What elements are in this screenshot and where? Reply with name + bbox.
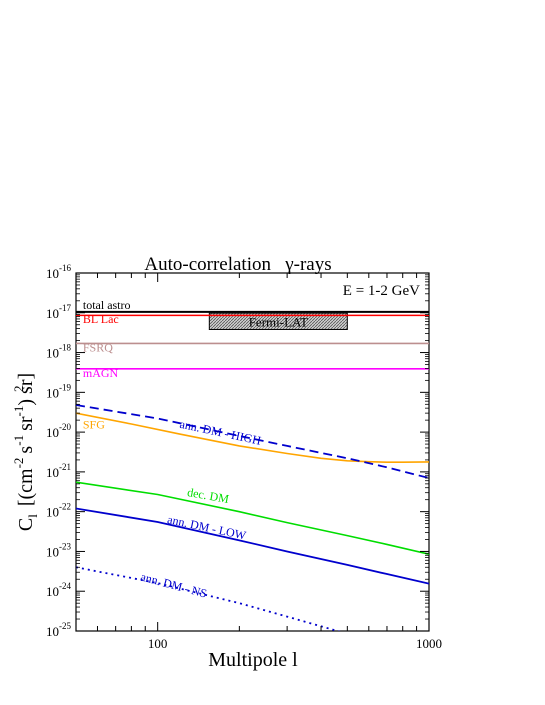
- svg-text:Cl[(cm-2s-1sr-1) sr]: Cl[(cm-2s-1sr-1) sr]: [11, 373, 40, 531]
- ylabel-sr: sr: [15, 416, 37, 431]
- y-tick-label-5: 10-20: [46, 422, 71, 440]
- ylabel-end: ) sr]: [15, 373, 37, 406]
- series-label-0: total astro: [83, 298, 131, 312]
- x-axis-label: Multipole l: [208, 649, 298, 671]
- series-label-1: BL Lac: [83, 312, 119, 326]
- fermi-lat-band: [208, 312, 348, 330]
- ylabel-exp2: -1: [11, 435, 26, 446]
- y-tick-label-2: 10-23: [46, 541, 71, 559]
- ylabel-exp1: -2: [11, 458, 26, 469]
- ylabel-open: [(cm: [15, 468, 37, 506]
- ylabel-exp3: -1: [11, 406, 26, 417]
- series-label-5: ann. DM - HIGH: [179, 417, 263, 448]
- ylabel-c: C: [15, 518, 37, 531]
- series-label-3: mAGN: [83, 366, 119, 380]
- series-label-6: dec. DM: [186, 485, 230, 506]
- series-line-6: [76, 481, 429, 556]
- ylabel-s: s: [15, 446, 37, 454]
- y-axis-label: Cl[(cm-2s-1sr-1) sr] 2: [11, 373, 40, 531]
- series-line-5: [76, 404, 429, 479]
- series-line-7: [76, 507, 429, 585]
- x-axis: 100 1000: [75, 273, 442, 651]
- y-tick-label-6: 10-19: [46, 382, 71, 400]
- fermi-lat-band-group: Fermi-LAT: [208, 312, 348, 330]
- x-tick-label-1: 1000: [416, 636, 442, 651]
- y-tick-label-8: 10-17: [46, 303, 71, 321]
- fermi-lat-label: Fermi-LAT: [249, 314, 308, 329]
- series-label-4: SFG: [83, 417, 105, 431]
- series-line-8: [76, 566, 341, 631]
- ylabel-exp4: 2: [11, 386, 26, 393]
- series-label-2: FSRQ: [83, 341, 113, 355]
- series-label-7: ann. DM - LOW: [166, 512, 248, 542]
- y-tick-label-4: 10-21: [46, 462, 71, 480]
- energy-annotation: E = 1-2 GeV: [343, 283, 420, 299]
- y-tick-label-1: 10-24: [46, 581, 71, 599]
- series-line-4: [76, 412, 429, 464]
- chart-title: Auto-correlation γ-rays: [144, 254, 331, 275]
- x-tick-label-0: 100: [148, 636, 168, 651]
- y-tick-label-7: 10-18: [46, 343, 71, 361]
- y-tick-label-9: 10-16: [46, 263, 71, 281]
- y-tick-label-3: 10-22: [46, 502, 71, 520]
- series-group: [76, 310, 429, 631]
- ylabel-sub: l: [25, 514, 40, 518]
- y-axis: 10-25 10-24 10-23 10-22 10-21 10-20 10-19 10-18…: [46, 263, 429, 639]
- plot-frame: [75, 272, 430, 632]
- y-tick-label-0: 10-25: [46, 621, 71, 639]
- series-label-8: ann. DM - NS: [139, 570, 208, 601]
